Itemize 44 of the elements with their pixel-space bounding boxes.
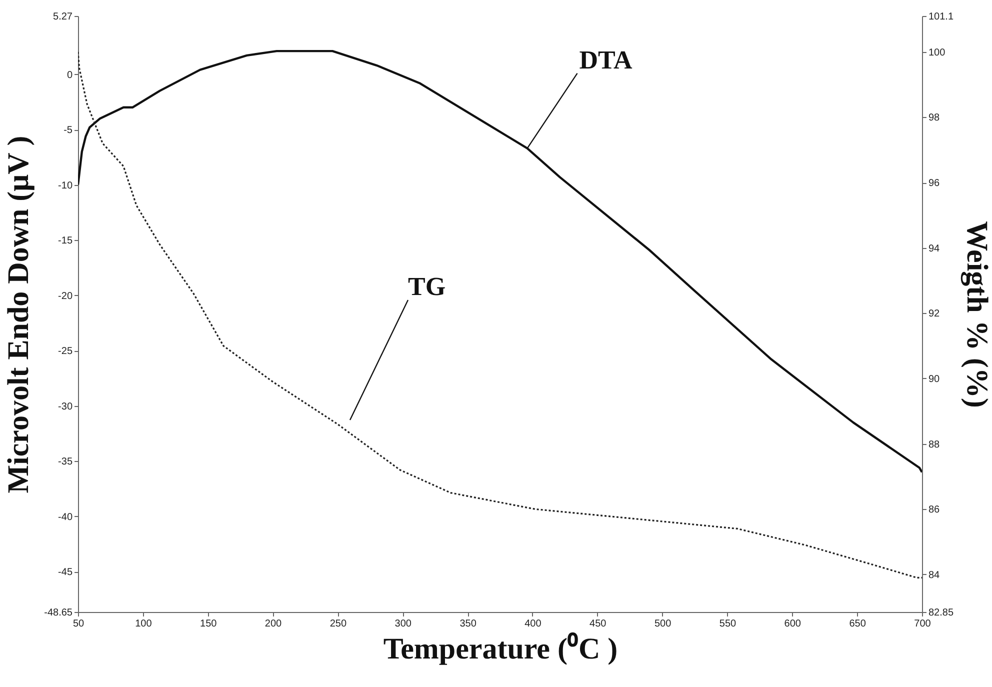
y2-tick-label: 98 xyxy=(928,112,940,124)
y-tick-label: -40 xyxy=(58,512,73,523)
y-tick-label: -20 xyxy=(58,290,73,302)
y2-tick-label: 84 xyxy=(928,570,940,581)
y-tick-label: -25 xyxy=(58,346,73,358)
line-series xyxy=(78,51,922,579)
x-tick-label: 200 xyxy=(264,618,282,630)
y-tick-label: -30 xyxy=(58,401,73,412)
x-axis-title: Temperature (⁰C ) xyxy=(383,632,618,666)
x-tick-label: 150 xyxy=(200,618,218,630)
y-tick-label: -48.65 xyxy=(44,608,73,618)
y-tick-label: -45 xyxy=(58,567,73,578)
y2-tick-label: 92 xyxy=(928,308,940,320)
x-tick-label: 250 xyxy=(330,618,347,630)
annotation: TG xyxy=(408,272,446,301)
x-tick-label: 50 xyxy=(72,618,84,630)
x-tick-label: 450 xyxy=(590,618,607,630)
line-series xyxy=(78,50,922,474)
y2-tick-label: 82.85 xyxy=(928,608,954,618)
x-tick-label: 100 xyxy=(135,618,152,630)
x-tick-label: 700 xyxy=(914,618,932,630)
x-tick-label: 650 xyxy=(849,618,866,630)
y2-axis-title: Weigth % (%) xyxy=(960,221,992,408)
x-tick-label: 500 xyxy=(654,618,672,630)
y2-tick-label: 90 xyxy=(928,374,940,385)
y-tick-label: 5.27 xyxy=(53,12,73,22)
y2-tick-label: 86 xyxy=(928,504,940,516)
y-tick-label: -10 xyxy=(58,180,73,192)
y2-tick-label: 100 xyxy=(928,47,946,58)
y-tick-label: -5 xyxy=(64,125,73,136)
x-tick-label: 550 xyxy=(719,618,737,630)
x-tick-label: 300 xyxy=(394,618,412,630)
y-tick-label: -35 xyxy=(58,456,73,468)
y2-tick-label: 96 xyxy=(928,178,940,190)
x-tick-label: 600 xyxy=(784,618,802,630)
y-axis-title: Microvolt Endo Down (μV ) xyxy=(2,136,36,494)
y-tick-label: 0 xyxy=(66,70,73,81)
annotation: DTA xyxy=(579,45,632,74)
y2-tick-label: 88 xyxy=(928,439,940,450)
y2-tick-label: 94 xyxy=(928,243,940,254)
x-tick-label: 350 xyxy=(460,618,477,630)
y2-tick-label: 101.1 xyxy=(928,12,954,22)
y-tick-label: -15 xyxy=(58,236,73,247)
x-tick-label: 400 xyxy=(524,618,542,630)
